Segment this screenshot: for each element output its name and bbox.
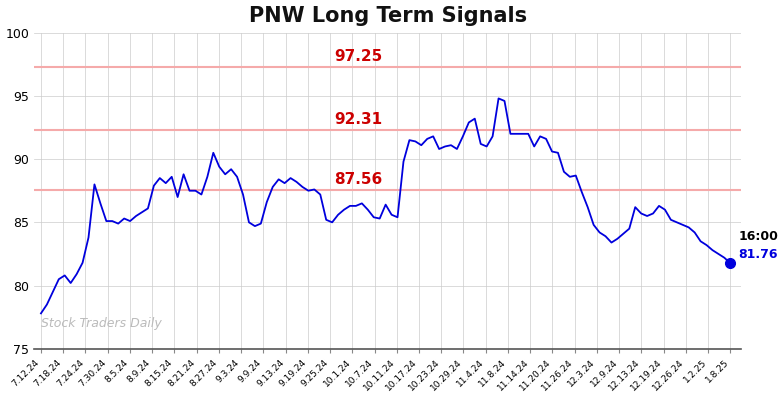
Text: 87.56: 87.56	[334, 172, 382, 187]
Text: 97.25: 97.25	[334, 49, 382, 64]
Text: 92.31: 92.31	[334, 112, 382, 127]
Title: PNW Long Term Signals: PNW Long Term Signals	[249, 6, 527, 25]
Text: Stock Traders Daily: Stock Traders Daily	[42, 317, 162, 330]
Text: 81.76: 81.76	[738, 248, 778, 261]
Text: 16:00: 16:00	[738, 230, 778, 243]
